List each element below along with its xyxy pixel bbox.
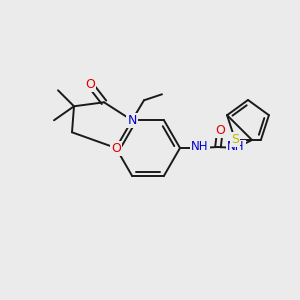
Text: NH: NH [227,140,245,154]
Text: O: O [85,78,95,91]
Text: O: O [111,142,121,154]
Text: S: S [231,133,239,146]
Text: N: N [127,114,137,127]
Text: NH: NH [191,140,209,154]
Text: O: O [215,124,225,136]
